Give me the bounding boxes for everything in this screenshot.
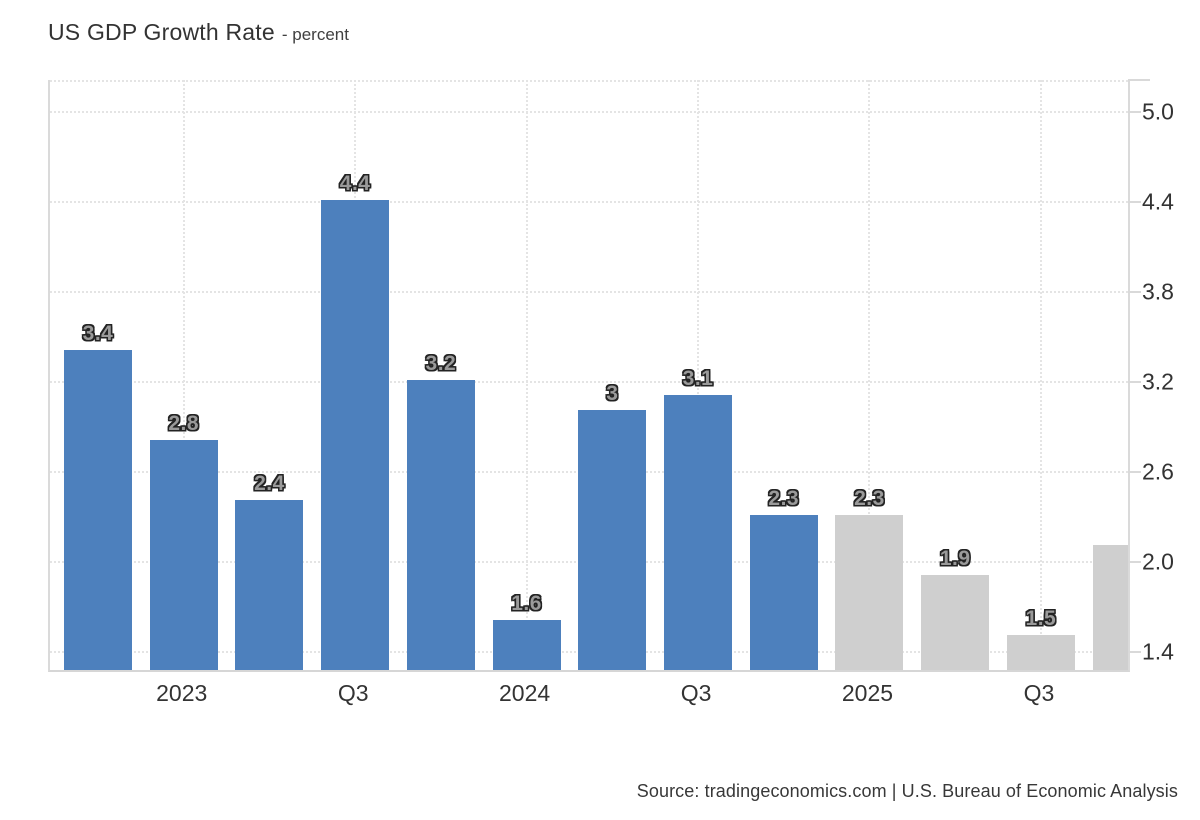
bar-value-label: 1.5 <box>1025 607 1057 630</box>
bar-value-label: 1.6 <box>511 592 542 615</box>
x-tick-label: 2024 <box>499 680 551 706</box>
y-tick-label: 4.4 <box>1142 188 1174 215</box>
bar-1.9 <box>921 575 990 670</box>
bar-1.6 <box>492 620 561 670</box>
bar-3.2 <box>406 380 475 670</box>
y-tick-label: 2.6 <box>1142 458 1174 485</box>
x-tick-label: Q3 <box>1023 680 1055 706</box>
gridline-x-2023 <box>182 80 185 670</box>
y-axis-tick <box>1128 111 1141 113</box>
y-tick-label: 2.0 <box>1142 548 1174 575</box>
bar-2.3 <box>749 515 818 670</box>
y-tick-label: 3.2 <box>1142 368 1174 395</box>
bar-4.4 <box>321 200 390 670</box>
bar-value-label: 2.8 <box>168 412 200 435</box>
bar-value-label: 4.4 <box>339 172 371 195</box>
y-tick-label: 1.4 <box>1142 638 1174 665</box>
bar-value-label: 1.9 <box>939 547 971 570</box>
x-tick-label: Q3 <box>680 680 712 706</box>
x-tick-label: 2023 <box>156 680 208 706</box>
gridline-x-2025 <box>868 80 871 670</box>
gridline-y-5.0 <box>50 111 1128 113</box>
gridline-x-Q3 <box>697 80 700 670</box>
y-axis-tick <box>1128 651 1141 653</box>
y-tick-label: 5.0 <box>1142 98 1174 125</box>
x-tick-label: Q3 <box>337 680 369 706</box>
y-axis-tick <box>1128 561 1141 563</box>
x-tick-label: 2025 <box>841 680 894 706</box>
plot-area: 3.4 2.8 2.4 4.4 3.2 1.6 3 3.1 2.3 2.3 1.9 1.5 <box>48 80 1130 672</box>
chart-title-unit: - percent <box>281 25 349 44</box>
bar-value-label: 2.4 <box>254 472 285 495</box>
source-attribution: Source: tradingeconomics.com | U.S. Bure… <box>636 781 1178 801</box>
bar-value-label: 3.1 <box>682 367 714 390</box>
bar-3 <box>578 410 647 670</box>
bar-unlabeled <box>1092 545 1128 670</box>
gridline-y-3.2 <box>50 381 1128 383</box>
gridline-y-3.8 <box>50 291 1128 293</box>
bar-3.4 <box>64 350 132 670</box>
gridline-y-4.4 <box>50 201 1128 203</box>
bar-3.1 <box>664 395 733 670</box>
gridline-x-2024 <box>525 80 528 670</box>
chart-title-text: US GDP Growth Rate <box>48 19 275 45</box>
bar-value-label: 3 <box>606 382 619 405</box>
bar-2.8 <box>149 440 218 670</box>
bar-value-label: 2.3 <box>768 487 800 510</box>
chart-title: US GDP Growth Rate - percent <box>48 19 349 46</box>
bar-value-label: 2.3 <box>854 487 885 510</box>
y-axis-tick <box>1128 201 1141 203</box>
bar-value-label: 3.4 <box>82 322 114 345</box>
y-axis-tick <box>1128 471 1141 473</box>
y-axis-tick <box>1128 381 1141 383</box>
y-axis-top-tick <box>1128 79 1150 81</box>
bar-value-label: 3.2 <box>425 352 457 375</box>
gridline-x-Q3 <box>1039 80 1042 670</box>
y-axis-tick <box>1128 291 1141 293</box>
y-tick-label: 3.8 <box>1142 278 1174 305</box>
bar-1.5 <box>1006 635 1075 670</box>
bar-2.4 <box>235 500 304 670</box>
bar-2.3 <box>835 515 904 670</box>
gridline-top <box>50 80 1128 82</box>
